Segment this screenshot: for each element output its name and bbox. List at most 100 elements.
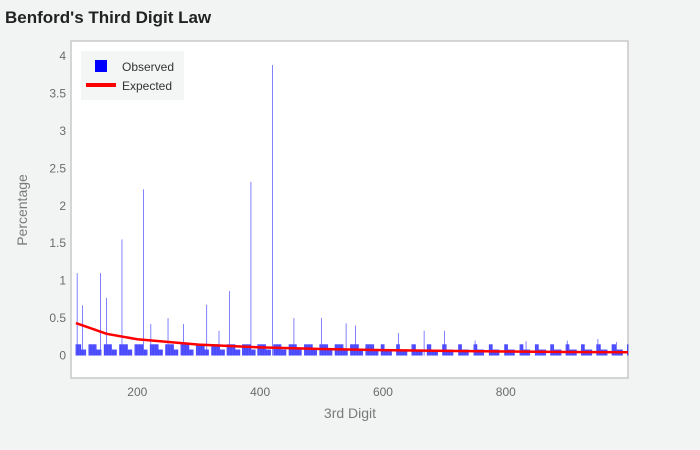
observed-bar — [475, 344, 477, 356]
y-tick-label: 2 — [59, 199, 66, 213]
observed-bar — [404, 349, 406, 356]
observed-bar — [386, 349, 388, 356]
observed-bar — [143, 189, 144, 356]
observed-bar — [171, 344, 173, 356]
observed-bar — [108, 344, 110, 356]
observed-bar — [214, 344, 216, 356]
observed-bar — [415, 349, 417, 356]
observed-bar — [262, 344, 264, 356]
observed-bar — [462, 349, 464, 356]
observed-bar — [479, 349, 481, 356]
observed-bar — [488, 344, 490, 356]
observed-bar — [506, 344, 507, 356]
observed-bar — [389, 349, 391, 356]
observed-bar — [285, 349, 287, 356]
observed-bar — [104, 344, 106, 356]
observed-bar — [207, 349, 209, 356]
observed-bar — [534, 344, 536, 356]
observed-bar — [404, 349, 405, 356]
observed-bar — [272, 64, 273, 356]
observed-bar — [85, 349, 87, 356]
observed-bar — [137, 344, 139, 356]
observed-bar — [205, 349, 207, 356]
observed-bar — [434, 349, 436, 356]
observed-bar — [248, 344, 250, 356]
observed-bar — [437, 349, 438, 356]
observed-bar — [385, 349, 387, 356]
observed-bar — [214, 344, 216, 356]
observed-bar — [141, 344, 142, 356]
observed-bar — [234, 344, 236, 356]
observed-bar — [490, 344, 491, 356]
observed-bar — [230, 344, 232, 356]
observed-bar — [275, 344, 276, 356]
legend: Observed Expected — [81, 51, 184, 100]
observed-bar — [276, 344, 278, 356]
observed-bar — [387, 349, 389, 356]
observed-bar — [109, 344, 111, 356]
observed-bar — [331, 349, 333, 356]
observed-bar — [254, 349, 256, 356]
observed-bar — [269, 349, 271, 356]
observed-bar — [206, 304, 208, 356]
observed-bar — [76, 344, 77, 356]
observed-bar — [168, 344, 169, 356]
observed-bar — [159, 349, 160, 356]
observed-bar — [140, 344, 142, 356]
observed-bar — [464, 349, 465, 356]
observed-bar — [232, 344, 233, 356]
observed-bar — [83, 349, 85, 356]
y-tick-label: 2.5 — [49, 161, 66, 175]
observed-bar — [75, 344, 77, 356]
observed-bar — [92, 344, 94, 356]
observed-bar — [519, 344, 521, 356]
observed-bar — [567, 344, 569, 356]
observed-bar — [199, 344, 201, 356]
observed-bar — [361, 349, 362, 356]
observed-bar — [343, 349, 345, 356]
observed-bar — [421, 349, 423, 356]
observed-bar — [171, 344, 173, 356]
observed-bar — [260, 344, 262, 356]
y-axis-title: Percentage — [14, 174, 30, 246]
observed-bar — [307, 344, 309, 356]
observed-bar — [362, 349, 364, 356]
observed-bar — [232, 344, 234, 356]
observed-bar — [215, 344, 217, 356]
observed-bar — [505, 344, 507, 356]
observed-bar — [222, 349, 224, 356]
observed-bar — [136, 344, 138, 356]
observed-bar — [250, 181, 252, 356]
observed-bar — [452, 349, 453, 356]
observed-bar — [491, 344, 493, 356]
observed-bar — [464, 349, 466, 356]
observed-bar — [277, 344, 279, 356]
observed-bar — [615, 342, 617, 356]
observed-bar — [151, 344, 153, 356]
observed-bar — [198, 344, 200, 356]
observed-bar — [197, 344, 198, 356]
observed-bar — [138, 344, 140, 356]
observed-bar — [463, 349, 464, 356]
observed-bar — [298, 349, 300, 356]
observed-bar — [284, 349, 286, 356]
observed-bar — [328, 349, 330, 356]
observed-bar — [389, 349, 391, 356]
observed-bar — [195, 344, 197, 356]
observed-bar — [233, 344, 235, 356]
observed-bar — [144, 349, 146, 356]
observed-bar — [184, 344, 185, 356]
observed-bar — [167, 318, 169, 356]
observed-bar — [536, 344, 538, 356]
x-tick-label: 600 — [373, 385, 393, 399]
observed-bar — [77, 344, 79, 356]
observed-bar — [507, 344, 508, 356]
observed-bar — [191, 349, 192, 356]
observed-bar — [146, 349, 147, 356]
observed-bar — [125, 344, 127, 356]
observed-bar — [93, 344, 95, 356]
observed-bar — [520, 344, 522, 356]
observed-bar — [176, 349, 177, 356]
observed-bar — [416, 349, 418, 356]
observed-bar — [211, 344, 213, 356]
